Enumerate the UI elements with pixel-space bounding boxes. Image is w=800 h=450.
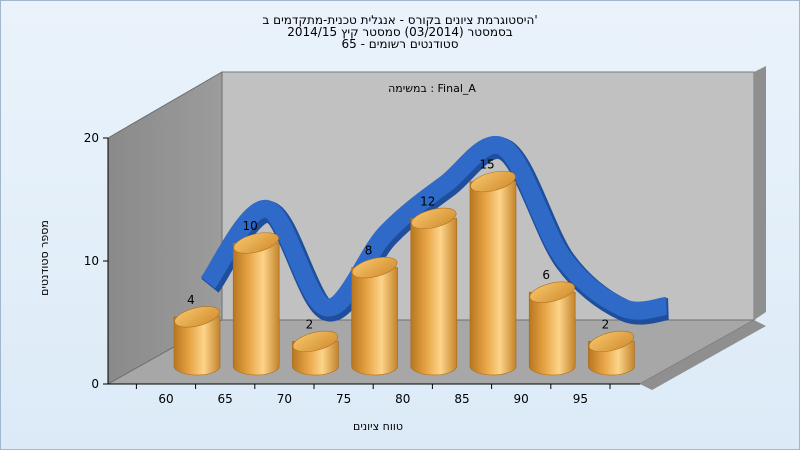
x-axis: 60 65 70 75 80 85 90 95 <box>135 384 611 406</box>
bar-top <box>174 306 220 328</box>
bar-top <box>529 281 575 303</box>
x-tick-label: 70 <box>277 392 292 406</box>
data-labels: 4 10 2 8 12 15 6 2 <box>187 158 609 332</box>
x-tick-label: 60 <box>158 392 173 406</box>
bar-body <box>351 267 398 376</box>
bar <box>588 330 635 376</box>
chart-title-line-3: סטודנטים רשומים - 65 <box>341 37 459 51</box>
bar-top <box>411 207 457 230</box>
bar-body <box>232 242 280 376</box>
bar-value-label: 12 <box>420 194 435 208</box>
bar-top <box>470 170 516 193</box>
x-tick-label: 85 <box>454 392 469 406</box>
bar-value-label: 15 <box>479 158 494 172</box>
floor-front-edge <box>640 320 766 390</box>
bar-body <box>528 291 576 376</box>
y-tick-label: 10 <box>84 254 99 268</box>
bar-top <box>588 330 635 353</box>
x-tick-label: 80 <box>395 392 410 406</box>
y-axis-title: מספר סטודנטים <box>38 220 51 296</box>
bar <box>232 232 280 376</box>
bar <box>173 306 221 376</box>
trend-ribbon <box>200 136 668 320</box>
x-axis-title: טווח ציונים <box>353 420 403 433</box>
bar-top <box>292 330 339 353</box>
bar-value-label: 8 <box>365 244 373 258</box>
x-tick-label: 90 <box>514 392 529 406</box>
x-tick-label: 95 <box>573 392 588 406</box>
trend-line <box>200 136 670 325</box>
bar-top <box>233 232 279 254</box>
bar-body <box>410 218 458 376</box>
chart-title-line-2: בסמסטר (03/2014) סמסטר קיץ 2014/15 <box>287 25 513 39</box>
bar-body <box>469 181 517 376</box>
bar-value-label: 6 <box>542 268 550 282</box>
annotation-label: במשימה : Final_A <box>388 82 476 95</box>
x-tick-label: 65 <box>218 392 233 406</box>
chart-title-line-1: היסטוגרמת ציונים בקורס - אנגלית טכנית-מת… <box>262 13 538 27</box>
bar <box>351 256 398 376</box>
bar-top <box>351 256 398 279</box>
bar <box>292 330 339 376</box>
x-tick-label: 75 <box>336 392 351 406</box>
bar-value-label: 2 <box>602 317 610 331</box>
bar <box>410 207 458 376</box>
bar-value-label: 4 <box>187 293 195 307</box>
y-tick-label: 0 <box>91 377 99 391</box>
back-wall-shadow <box>754 66 766 320</box>
bars <box>173 170 635 376</box>
y-tick-label: 20 <box>84 131 99 145</box>
bar <box>469 170 517 376</box>
y-axis: 0 10 20 <box>84 131 108 391</box>
bar <box>528 281 576 376</box>
bar-body <box>173 316 221 376</box>
bar-value-label: 2 <box>306 317 314 331</box>
bar-value-label: 10 <box>243 219 258 233</box>
